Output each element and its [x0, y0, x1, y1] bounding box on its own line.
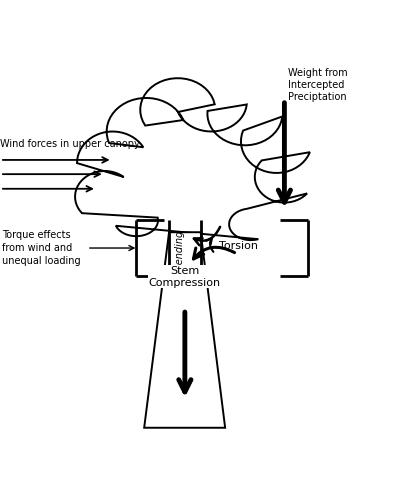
- PathPatch shape: [75, 78, 310, 240]
- Text: Torsion: Torsion: [219, 241, 258, 251]
- Polygon shape: [144, 232, 225, 428]
- Text: Wind forces in upper canopy: Wind forces in upper canopy: [0, 140, 140, 149]
- Text: Bending: Bending: [175, 230, 185, 270]
- Text: Weight from
Intercepted
Preciptation: Weight from Intercepted Preciptation: [288, 68, 348, 102]
- Text: Stem
Compression: Stem Compression: [149, 266, 221, 287]
- Text: Torque effects
from wind and
unequal loading: Torque effects from wind and unequal loa…: [2, 230, 81, 266]
